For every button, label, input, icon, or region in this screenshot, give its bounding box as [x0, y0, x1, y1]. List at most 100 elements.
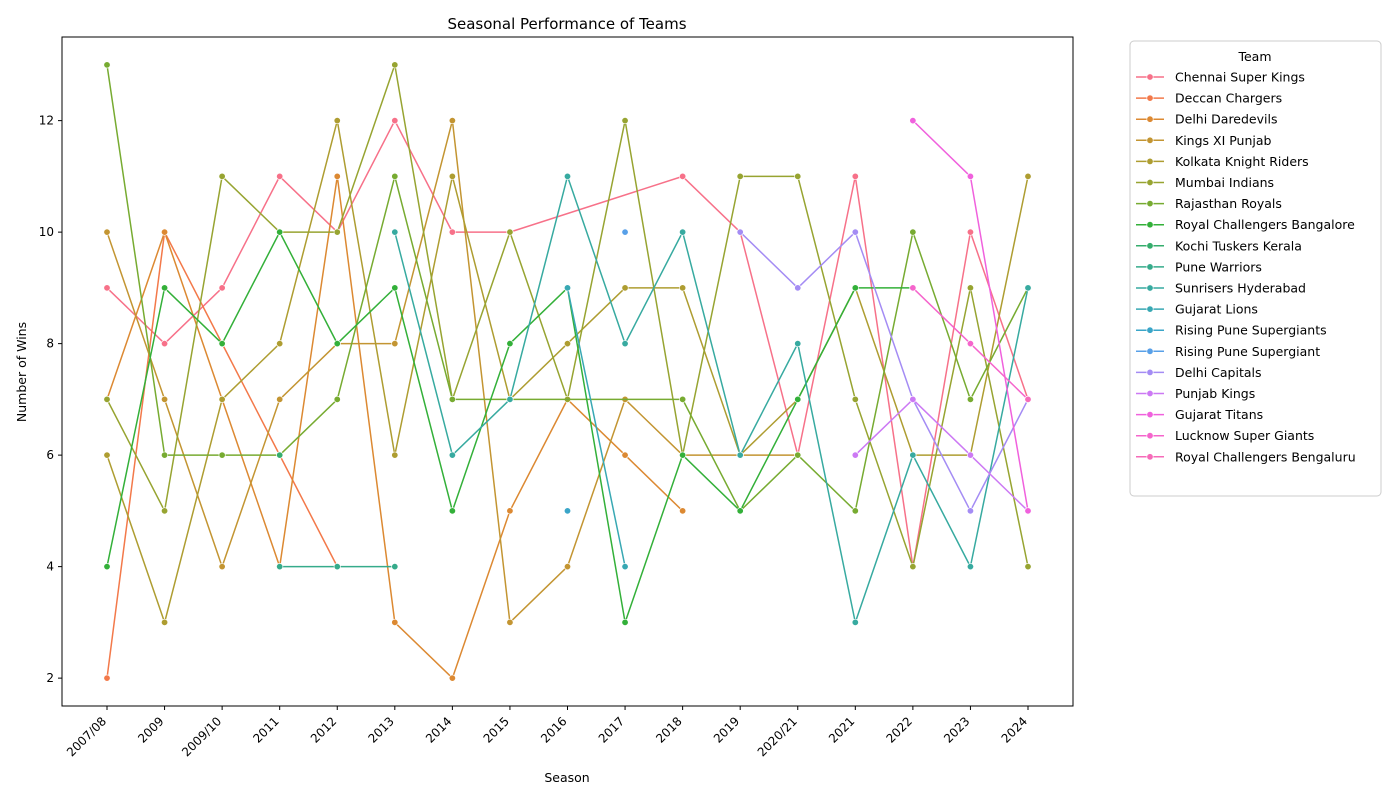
series-12 — [563, 507, 571, 515]
data-point — [679, 507, 687, 515]
legend-label: Punjab Kings — [1175, 386, 1255, 401]
data-point — [966, 451, 974, 459]
data-point — [621, 451, 629, 459]
data-point — [909, 451, 917, 459]
data-point — [103, 674, 111, 682]
data-point — [276, 228, 284, 236]
data-point — [1024, 563, 1032, 571]
legend-swatch-marker — [1146, 200, 1154, 208]
data-point — [448, 172, 456, 180]
y-tick-label: 2 — [46, 671, 54, 685]
data-point — [218, 172, 226, 180]
series-18 — [1024, 395, 1032, 403]
data-point — [161, 507, 169, 515]
series-line — [739, 231, 1029, 512]
data-point — [333, 228, 341, 236]
legend-label: Kings XI Punjab — [1175, 133, 1272, 148]
data-point — [103, 563, 111, 571]
data-point — [736, 451, 744, 459]
legend-swatch-marker — [1146, 389, 1154, 397]
x-tick-label: 2007/08 — [64, 714, 109, 759]
series-11 — [563, 284, 629, 571]
legend-item: Pune Warriors — [1136, 259, 1262, 274]
x-tick-label: 2016 — [538, 714, 569, 745]
data-point — [391, 172, 399, 180]
data-point — [276, 340, 284, 348]
data-point — [391, 451, 399, 459]
x-tick-label: 2009/10 — [179, 714, 224, 759]
data-point — [218, 284, 226, 292]
data-point — [851, 451, 859, 459]
data-point — [966, 172, 974, 180]
x-tick-label: 2024 — [999, 714, 1030, 745]
legend-label: Rising Pune Supergiant — [1175, 344, 1320, 359]
legend-item: Kolkata Knight Riders — [1136, 154, 1309, 169]
data-point — [448, 228, 456, 236]
data-point — [679, 451, 687, 459]
data-point — [794, 395, 802, 403]
data-point — [794, 340, 802, 348]
x-tick-label: 2012 — [308, 714, 339, 745]
series-3 — [103, 117, 802, 626]
legend-item: Lucknow Super Giants — [1136, 428, 1314, 443]
legend-item: Rising Pune Supergiant — [1136, 344, 1320, 359]
legend-label: Delhi Daredevils — [1175, 112, 1277, 127]
data-point — [621, 563, 629, 571]
data-point — [563, 563, 571, 571]
legend-label: Rising Pune Supergiants — [1175, 323, 1327, 338]
data-point — [679, 228, 687, 236]
series-5 — [103, 61, 1032, 571]
legend-label: Delhi Capitals — [1175, 365, 1262, 380]
data-point — [448, 674, 456, 682]
x-tick-label: 2017 — [596, 714, 627, 745]
data-point — [103, 395, 111, 403]
data-point — [851, 618, 859, 626]
legend-swatch-marker — [1146, 94, 1154, 102]
plot-frame — [61, 36, 1074, 707]
legend-label: Rajasthan Royals — [1175, 196, 1282, 211]
data-point — [448, 507, 456, 515]
x-tick-label: 2014 — [423, 714, 454, 745]
data-point — [103, 284, 111, 292]
data-point — [794, 451, 802, 459]
data-point — [1024, 507, 1032, 515]
data-point — [679, 395, 687, 403]
data-point — [506, 395, 514, 403]
legend-swatch-marker — [1146, 347, 1154, 355]
legend-swatch-marker — [1146, 432, 1154, 440]
data-point — [391, 228, 399, 236]
y-tick-label: 4 — [46, 560, 54, 574]
x-tick-label: 2020/21 — [755, 714, 800, 759]
data-point — [161, 340, 169, 348]
legend-swatch-marker — [1146, 136, 1154, 144]
x-tick-label: 2018 — [653, 714, 684, 745]
y-tick-label: 10 — [39, 225, 54, 239]
data-point — [391, 618, 399, 626]
data-point — [621, 340, 629, 348]
legend-label: Royal Challengers Bengaluru — [1175, 449, 1356, 464]
data-point — [218, 340, 226, 348]
legend-item: Chennai Super Kings — [1136, 70, 1305, 85]
data-point — [909, 563, 917, 571]
series-13 — [621, 228, 629, 236]
data-point — [276, 563, 284, 571]
data-point — [966, 507, 974, 515]
legend-title: Team — [1237, 49, 1271, 64]
data-point — [161, 228, 169, 236]
legend-item: Sunrisers Hyderabad — [1136, 281, 1306, 296]
legend-label: Pune Warriors — [1175, 259, 1262, 274]
data-point — [218, 563, 226, 571]
data-point — [621, 618, 629, 626]
series-7 — [103, 228, 917, 626]
x-tick-label: 2015 — [481, 714, 512, 745]
legend-swatch-marker — [1146, 368, 1154, 376]
data-point — [563, 340, 571, 348]
x-tick-label: 2022 — [883, 714, 914, 745]
legend-item: Delhi Daredevils — [1136, 112, 1277, 127]
data-point — [276, 172, 284, 180]
x-tick-label: 2021 — [826, 714, 857, 745]
data-point — [506, 340, 514, 348]
series-line — [106, 64, 1029, 568]
legend-label: Gujarat Lions — [1175, 302, 1258, 317]
